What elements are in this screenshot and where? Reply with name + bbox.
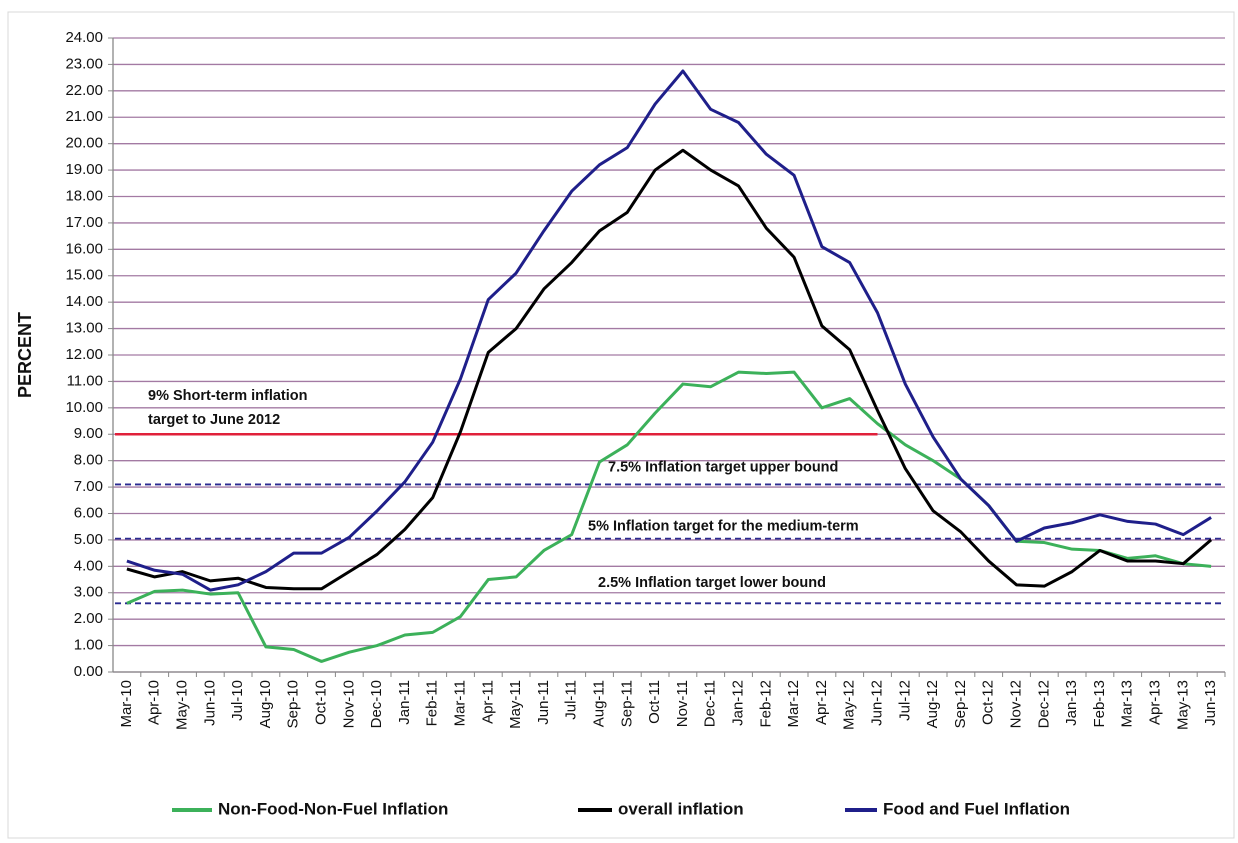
x-tick-label: Mar-11 bbox=[451, 680, 468, 726]
y-tick-label: 16.00 bbox=[65, 240, 103, 257]
x-tick-label: Jun-11 bbox=[535, 680, 552, 725]
x-tick-label: May-13 bbox=[1174, 680, 1191, 730]
x-tick-label: Sep-12 bbox=[952, 680, 969, 728]
series-line bbox=[126, 69, 1212, 592]
y-tick-label: 18.00 bbox=[65, 187, 103, 204]
x-tick-label: Jul-10 bbox=[229, 680, 246, 721]
x-tick-label: Feb-12 bbox=[757, 680, 774, 728]
x-tick-label: Nov-11 bbox=[674, 680, 691, 727]
x-tick-label: Oct-11 bbox=[646, 680, 663, 724]
legend-label: overall inflation bbox=[618, 799, 744, 818]
annotation: 7.5% Inflation target upper bound bbox=[608, 459, 838, 475]
x-tick-label: Jun-12 bbox=[868, 680, 885, 726]
y-tick-label: 3.00 bbox=[74, 584, 103, 601]
chart-frame bbox=[7, 11, 1235, 839]
annotation: target to June 2012 bbox=[148, 412, 280, 428]
x-tick-label: Aug-12 bbox=[924, 680, 941, 728]
x-tick-label: Aug-10 bbox=[257, 680, 274, 728]
x-tick-label: May-12 bbox=[841, 680, 858, 730]
x-tick-label: Nov-10 bbox=[340, 680, 357, 728]
y-tick-label: 17.00 bbox=[65, 214, 103, 231]
x-tick-label: Apr-10 bbox=[146, 680, 163, 725]
y-tick-label: 21.00 bbox=[65, 108, 103, 125]
y-tick-label: 14.00 bbox=[65, 293, 103, 310]
y-tick-label: 0.00 bbox=[74, 663, 103, 680]
y-tick-label: 6.00 bbox=[74, 504, 103, 521]
y-tick-label: 4.00 bbox=[74, 557, 103, 574]
y-axis-title: PERCENT bbox=[15, 312, 35, 398]
x-tick-label: Sep-11 bbox=[618, 680, 635, 727]
x-tick-label: Dec-11 bbox=[702, 680, 719, 727]
x-tick-label: Dec-12 bbox=[1035, 680, 1052, 728]
x-tick-label: Feb-13 bbox=[1091, 680, 1108, 728]
x-tick-label: Jan-13 bbox=[1063, 680, 1080, 726]
x-tick-label: May-11 bbox=[507, 680, 524, 729]
x-tick-label: Sep-10 bbox=[285, 680, 302, 728]
x-tick-label: Apr-12 bbox=[813, 680, 830, 725]
y-tick-label: 19.00 bbox=[65, 161, 103, 178]
x-tick-label: Jan-12 bbox=[729, 680, 746, 726]
series-line bbox=[126, 148, 1213, 591]
legend-label: Non-Food-Non-Fuel Inflation bbox=[218, 799, 448, 818]
y-tick-label: 20.00 bbox=[65, 135, 103, 152]
x-tick-label: Jul-12 bbox=[896, 680, 913, 721]
x-tick-label: Oct-10 bbox=[312, 680, 329, 725]
x-tick-label: Aug-11 bbox=[590, 680, 607, 727]
y-tick-label: 5.00 bbox=[74, 531, 103, 548]
x-tick-label: Oct-12 bbox=[980, 680, 997, 725]
x-tick-label: Mar-12 bbox=[785, 680, 802, 728]
y-tick-label: 1.00 bbox=[74, 637, 103, 654]
y-tick-label: 13.00 bbox=[65, 320, 103, 337]
x-tick-label: Nov-12 bbox=[1007, 680, 1024, 728]
annotation: 9% Short-term inflation bbox=[148, 388, 308, 404]
y-tick-label: 2.00 bbox=[74, 610, 103, 627]
annotation: 5% Inflation target for the medium-term bbox=[588, 518, 859, 534]
x-tick-label: Jun-10 bbox=[201, 680, 218, 726]
x-tick-label: Mar-13 bbox=[1119, 680, 1136, 728]
x-tick-label: Mar-10 bbox=[118, 680, 135, 728]
x-tick-label: May-10 bbox=[173, 680, 190, 730]
annotation: 2.5% Inflation target lower bound bbox=[598, 575, 826, 591]
x-tick-label: Feb-11 bbox=[424, 680, 441, 726]
y-tick-label: 12.00 bbox=[65, 346, 103, 363]
x-tick-label: Jul-11 bbox=[563, 680, 580, 720]
y-tick-label: 22.00 bbox=[65, 82, 103, 99]
legend-label: Food and Fuel Inflation bbox=[883, 799, 1070, 818]
y-tick-label: 15.00 bbox=[65, 267, 103, 284]
x-tick-label: Dec-10 bbox=[368, 680, 385, 728]
y-tick-label: 24.00 bbox=[65, 29, 103, 46]
y-tick-label: 9.00 bbox=[74, 425, 103, 442]
y-tick-label: 8.00 bbox=[74, 452, 103, 469]
x-tick-label: Apr-13 bbox=[1146, 680, 1163, 725]
x-tick-label: Jun-13 bbox=[1202, 680, 1219, 726]
x-tick-label: Jan-11 bbox=[396, 680, 413, 725]
y-tick-label: 7.00 bbox=[74, 478, 103, 495]
series-line bbox=[126, 370, 1212, 663]
x-tick-label: Apr-11 bbox=[479, 680, 496, 724]
y-tick-label: 11.00 bbox=[67, 372, 103, 389]
y-tick-label: 10.00 bbox=[65, 399, 103, 416]
y-tick-label: 23.00 bbox=[65, 55, 103, 72]
